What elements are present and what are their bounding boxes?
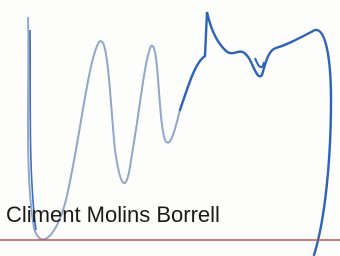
page: {"signature": {"name": "Climent Molins B… [0,0,340,256]
signer-name: Climent Molins Borrell [6,202,220,227]
signature-image: Climent Molins Borrell [0,0,340,256]
